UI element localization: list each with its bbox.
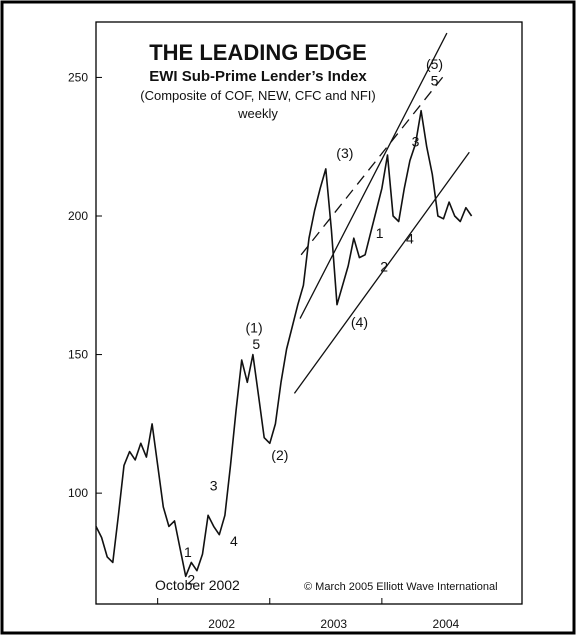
x-tick-label: 2002	[208, 617, 235, 631]
wave-label: 3	[210, 477, 218, 493]
wave-label: 2	[187, 572, 195, 588]
wave-label: (1)	[246, 319, 263, 335]
y-axis: 100 150 200 250	[68, 70, 102, 500]
copyright-note: © March 2005 Elliott Wave International	[304, 581, 498, 593]
chart-title: THE LEADING EDGE	[149, 40, 367, 65]
wave-label: 3	[412, 134, 420, 150]
y-tick-label: 200	[68, 209, 88, 223]
wave-label: 4	[230, 533, 238, 549]
channel-line-dashed	[300, 71, 448, 256]
channel-lines	[293, 32, 470, 394]
channel-line	[293, 151, 470, 394]
y-tick-label: 250	[68, 70, 88, 84]
chart-subtitle: EWI Sub-Prime Lender’s Index	[149, 68, 367, 85]
wave-label: 4	[406, 231, 414, 247]
x-axis: 2002 2003 2004	[157, 598, 460, 631]
annotation-date: October 2002	[155, 577, 240, 593]
wave-label: 2	[380, 258, 388, 274]
series-line	[95, 109, 473, 578]
y-tick-label: 150	[68, 348, 88, 362]
wave-label: 1	[184, 544, 192, 560]
wave-label: (5)	[426, 56, 443, 72]
wave-label: 5	[252, 336, 260, 352]
wave-label: (4)	[351, 314, 368, 330]
x-tick-label: 2003	[320, 617, 347, 631]
wave-label: 1	[376, 225, 384, 241]
wave-label: 5	[431, 73, 439, 89]
series-group	[95, 109, 473, 578]
x-tick-label: 2004	[433, 617, 460, 631]
wave-label: (2)	[271, 447, 288, 463]
channel-line	[299, 32, 448, 319]
chart-frequency: weekly	[237, 106, 278, 121]
wave-label: (3)	[336, 145, 353, 161]
chart-description: (Composite of COF, NEW, CFC and NFI)	[140, 88, 376, 103]
y-tick-label: 100	[68, 486, 88, 500]
plot-area-border	[95, 21, 523, 605]
